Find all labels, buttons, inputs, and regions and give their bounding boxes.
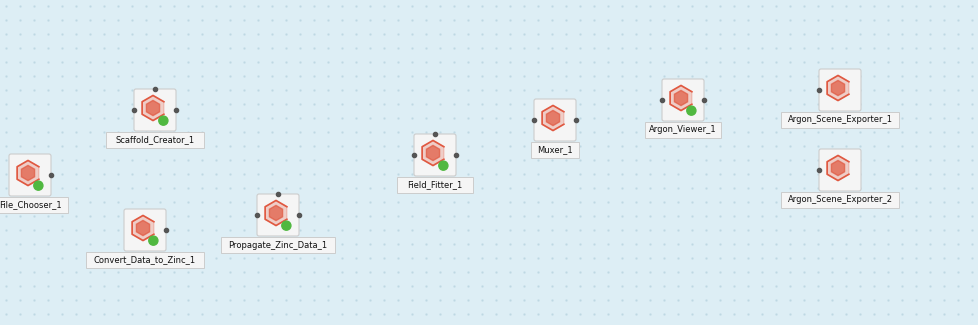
Text: Argon_Scene_Exporter_1: Argon_Scene_Exporter_1 — [786, 115, 892, 124]
FancyBboxPatch shape — [661, 79, 703, 121]
FancyBboxPatch shape — [397, 177, 472, 193]
Polygon shape — [269, 205, 283, 221]
Circle shape — [158, 116, 168, 125]
Circle shape — [282, 221, 290, 230]
Text: Field_Fitter_1: Field_Fitter_1 — [407, 180, 463, 189]
FancyBboxPatch shape — [85, 252, 204, 268]
Polygon shape — [830, 80, 844, 96]
Polygon shape — [265, 201, 287, 226]
FancyBboxPatch shape — [221, 237, 334, 253]
Polygon shape — [826, 75, 848, 100]
Text: File_Chooser_1: File_Chooser_1 — [0, 201, 62, 210]
Text: Scaffold_Creator_1: Scaffold_Creator_1 — [115, 136, 195, 145]
Text: Argon_Viewer_1: Argon_Viewer_1 — [648, 125, 716, 135]
Polygon shape — [136, 220, 150, 236]
Polygon shape — [830, 161, 844, 176]
Circle shape — [149, 236, 157, 245]
Polygon shape — [142, 96, 163, 121]
Circle shape — [438, 161, 448, 170]
Polygon shape — [826, 155, 848, 181]
Text: Propagate_Zinc_Data_1: Propagate_Zinc_Data_1 — [228, 240, 328, 250]
Polygon shape — [674, 90, 687, 106]
Polygon shape — [18, 161, 39, 186]
Text: Argon_Scene_Exporter_2: Argon_Scene_Exporter_2 — [786, 196, 892, 204]
FancyBboxPatch shape — [819, 149, 860, 191]
FancyBboxPatch shape — [257, 194, 298, 236]
Polygon shape — [546, 111, 559, 125]
FancyBboxPatch shape — [530, 142, 578, 158]
Polygon shape — [22, 165, 34, 181]
Polygon shape — [426, 145, 439, 161]
FancyBboxPatch shape — [645, 122, 720, 138]
FancyBboxPatch shape — [414, 134, 456, 176]
Polygon shape — [670, 85, 691, 111]
FancyBboxPatch shape — [819, 69, 860, 111]
Polygon shape — [147, 100, 159, 116]
Polygon shape — [132, 215, 154, 240]
FancyBboxPatch shape — [107, 132, 203, 148]
Polygon shape — [542, 105, 563, 131]
FancyBboxPatch shape — [134, 89, 176, 131]
Polygon shape — [422, 140, 443, 165]
Text: Muxer_1: Muxer_1 — [537, 146, 572, 154]
FancyBboxPatch shape — [779, 192, 899, 208]
Circle shape — [687, 106, 695, 115]
FancyBboxPatch shape — [779, 112, 899, 128]
Text: Convert_Data_to_Zinc_1: Convert_Data_to_Zinc_1 — [94, 255, 196, 265]
FancyBboxPatch shape — [0, 197, 67, 213]
FancyBboxPatch shape — [533, 99, 575, 141]
FancyBboxPatch shape — [124, 209, 166, 251]
Circle shape — [34, 181, 43, 190]
FancyBboxPatch shape — [9, 154, 51, 196]
